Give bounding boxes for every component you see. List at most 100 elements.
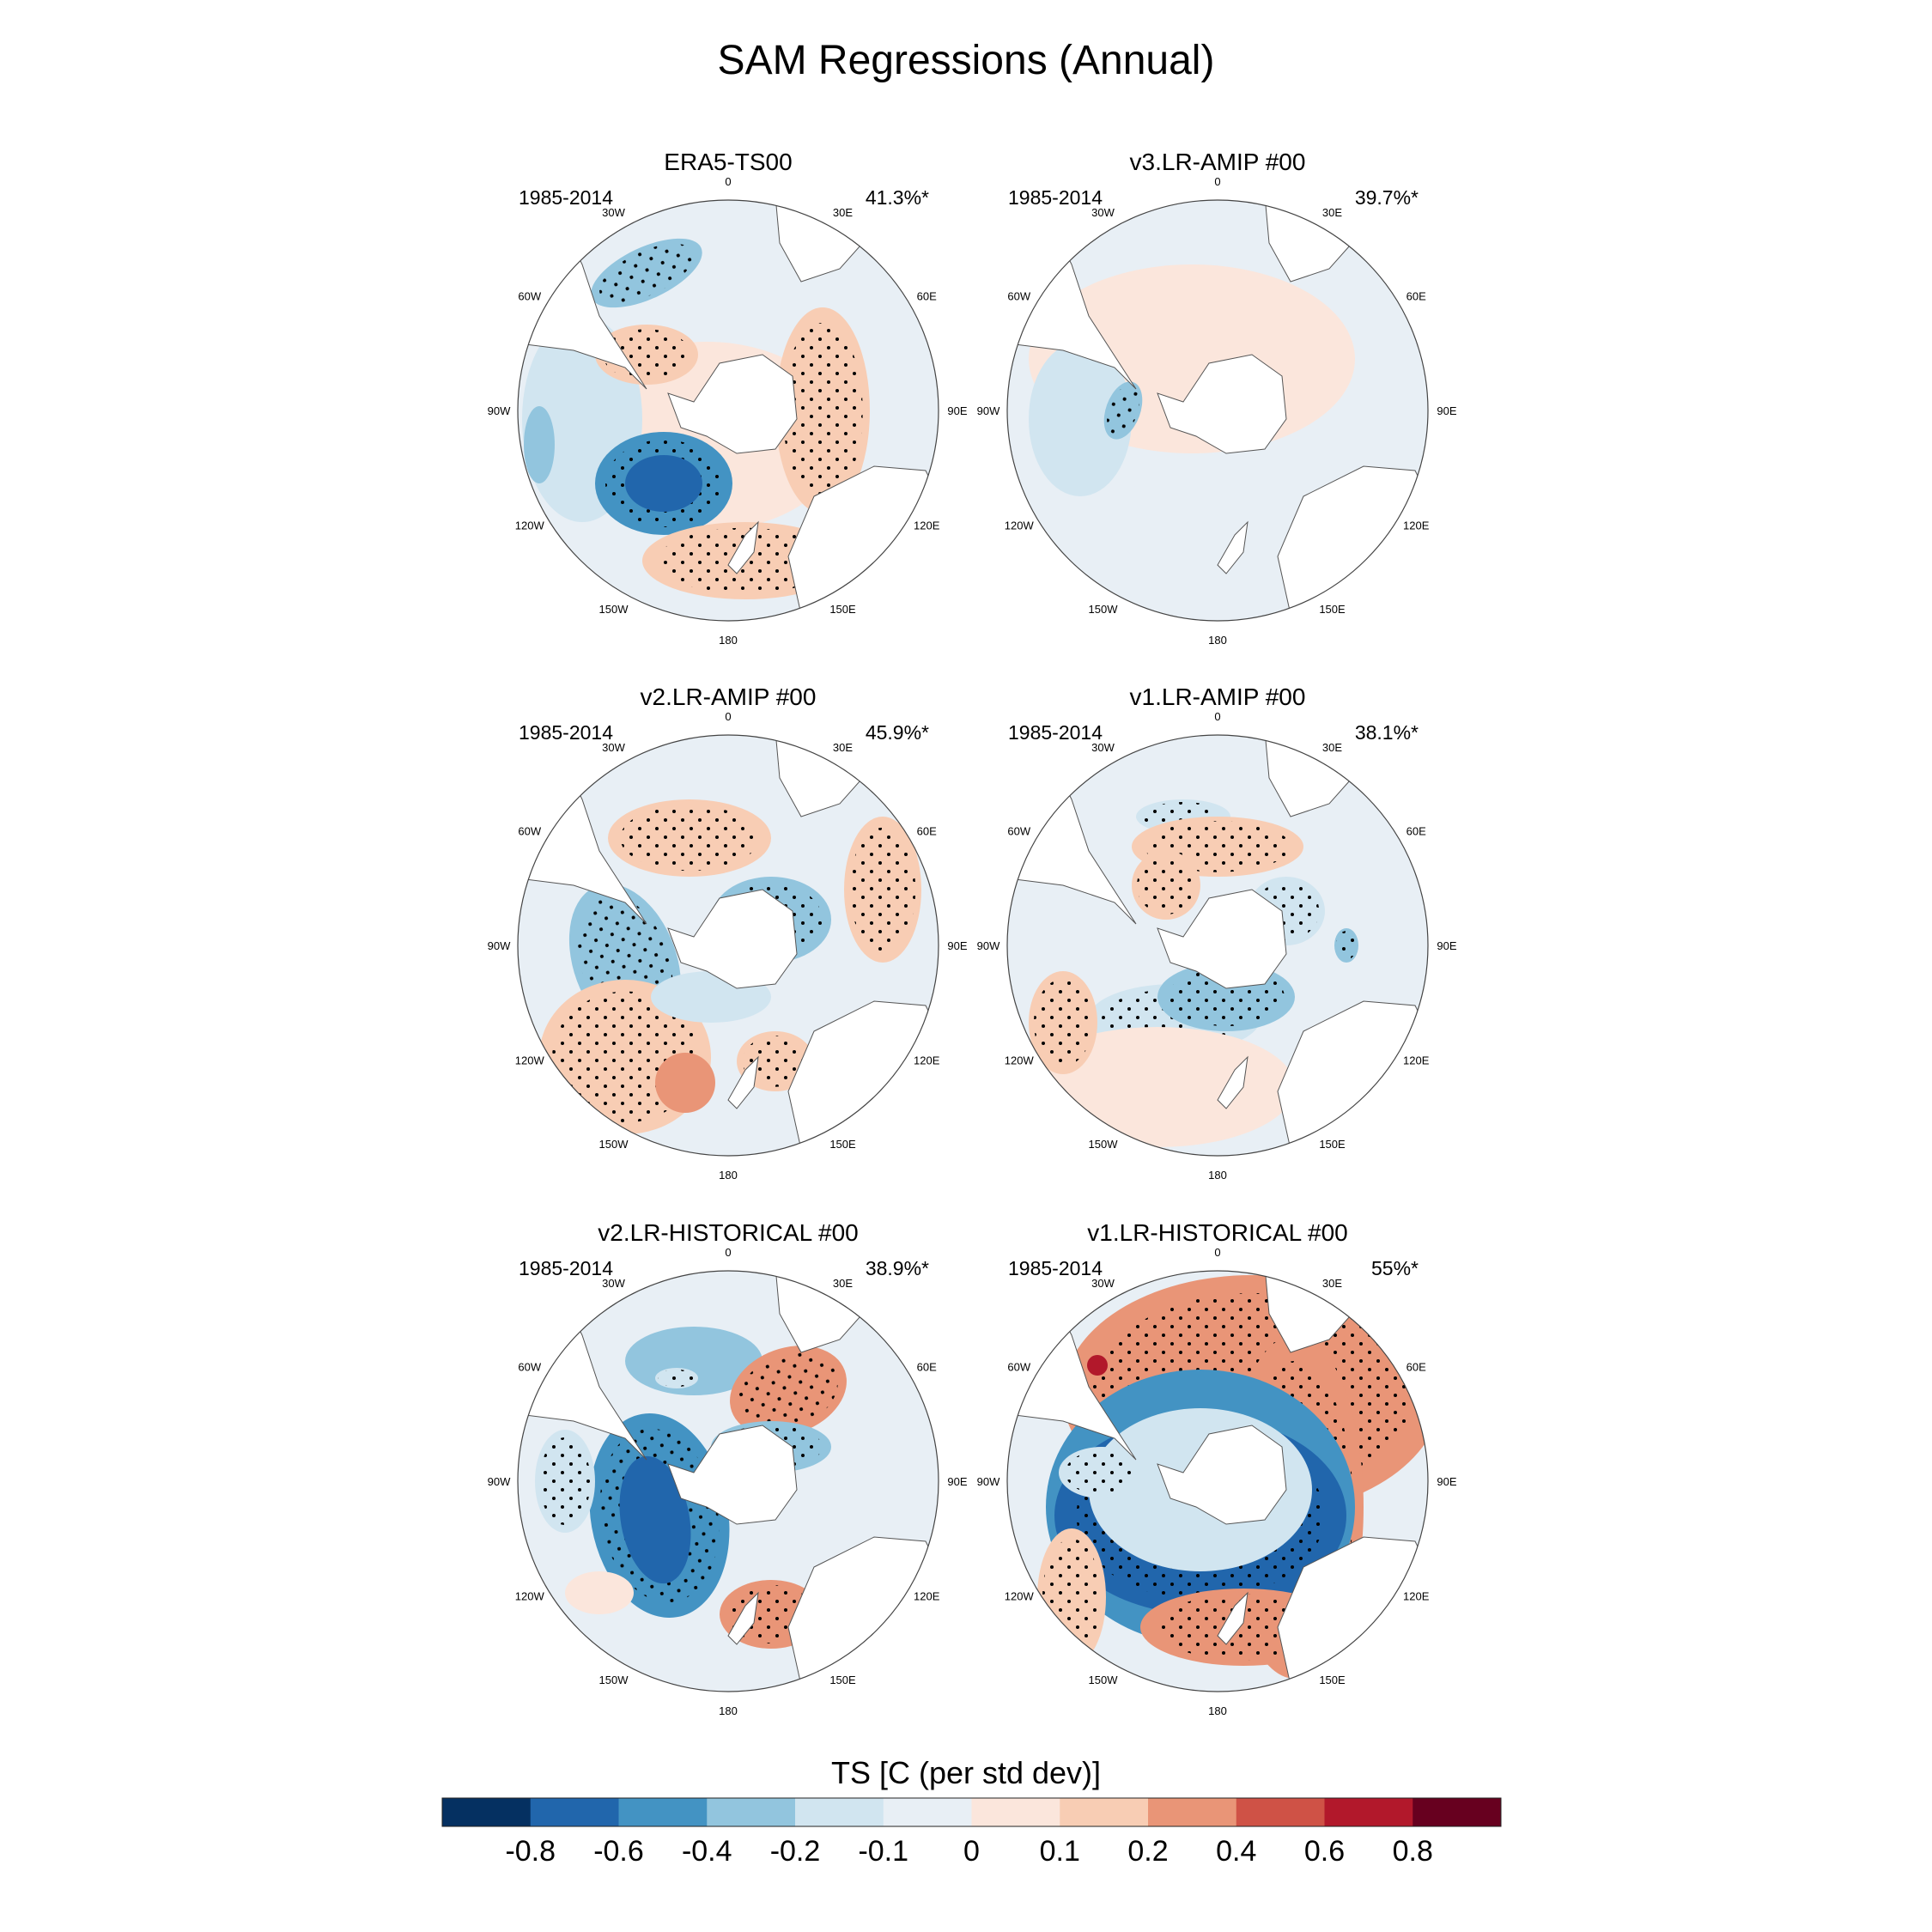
- longitude-label: 60E: [917, 1361, 937, 1374]
- colorbar-tick-label: 0.4: [1216, 1835, 1256, 1868]
- map-panels: ERA5-TS00 1985-2014 41.3%* 0 30E 60E 90E 120E 15…: [488, 149, 1457, 1717]
- longitude-label: 180: [719, 1704, 738, 1717]
- colorbar-tick-label: -0.4: [682, 1835, 732, 1868]
- new-zealand-landmass: [1217, 1055, 1249, 1109]
- colorbar-swatch: [1413, 1798, 1502, 1826]
- longitude-label: 150W: [1089, 603, 1119, 616]
- map-panel: v3.LR-AMIP #00 1985-2014 39.7%* 0 30E 60E 90E 1…: [977, 149, 1457, 647]
- antarctica-landmass: [1157, 354, 1287, 454]
- colorbar-swatch: [707, 1798, 796, 1826]
- longitude-label: 120W: [515, 519, 545, 532]
- antarctica-landmass: [1157, 1425, 1287, 1525]
- longitude-label: 30W: [602, 206, 625, 219]
- longitude-label: 60W: [518, 290, 541, 303]
- map-field: [1007, 1271, 1428, 1692]
- longitude-label: 120W: [515, 1054, 545, 1067]
- longitude-label: 60W: [518, 1361, 541, 1374]
- longitude-label: 30W: [1091, 206, 1115, 219]
- map-outline: [517, 199, 939, 622]
- longitude-label: 180: [719, 1169, 738, 1182]
- panel-variance: 39.7%*: [1355, 186, 1419, 209]
- longitude-label: 60E: [1406, 290, 1426, 303]
- longitude-label: 90W: [977, 939, 1000, 952]
- longitude-label: 0: [725, 1246, 731, 1259]
- panel-period: 1985-2014: [1008, 721, 1103, 744]
- panel-period: 1985-2014: [1008, 1257, 1103, 1279]
- colorbar-frame: [441, 1797, 1502, 1827]
- panel-variance: 41.3%*: [866, 186, 929, 209]
- anomaly-region: [1029, 342, 1132, 496]
- longitude-label: 60W: [1007, 290, 1030, 303]
- longitude-label: 150E: [1319, 603, 1346, 616]
- panel-title: v2.LR-HISTORICAL #00: [598, 1219, 858, 1246]
- panel-title: ERA5-TS00: [664, 149, 792, 175]
- new-zealand-landmass: [727, 520, 759, 574]
- panel-title: v3.LR-AMIP #00: [1130, 149, 1306, 175]
- panel-title: v1.LR-AMIP #00: [1130, 683, 1306, 710]
- significance-stipple: [1042, 1539, 1101, 1656]
- significance-stipple: [599, 243, 694, 303]
- longitude-label: 90E: [947, 1475, 967, 1488]
- anomaly-region: [524, 406, 555, 483]
- longitude-label: 180: [1208, 1169, 1227, 1182]
- longitude-label: 60E: [1406, 1361, 1426, 1374]
- new-zealand-landmass: [1217, 520, 1249, 574]
- colorbar-tick-label: 0.1: [1040, 1835, 1080, 1868]
- significance-stipple: [620, 805, 759, 872]
- colorbar-tick-label: -0.1: [858, 1835, 908, 1868]
- longitude-label: 90W: [488, 1475, 511, 1488]
- map-outline: [517, 734, 939, 1157]
- longitude-label: 180: [1208, 634, 1227, 647]
- anomaly-region: [655, 1053, 715, 1113]
- map-outline: [1006, 1270, 1429, 1692]
- colorbar-swatch: [530, 1798, 619, 1826]
- new-zealand-landmass: [727, 1055, 759, 1109]
- longitude-label: 60W: [518, 825, 541, 838]
- map-field: [518, 200, 939, 621]
- longitude-label: 90E: [1437, 404, 1456, 417]
- longitude-label: 120W: [1005, 519, 1035, 532]
- longitude-label: 90E: [1437, 1475, 1456, 1488]
- anomaly-region: [619, 1455, 691, 1584]
- colorbar-tick-label: 0.8: [1393, 1835, 1433, 1868]
- longitude-label: 150E: [829, 1674, 856, 1686]
- longitude-label: 150W: [599, 1138, 629, 1151]
- figure-title: SAM Regressions (Annual): [718, 38, 1215, 83]
- map-field: [1007, 735, 1428, 1156]
- map-panel: v1.LR-AMIP #00 1985-2014 38.1%* 0 30E 60E 90E 1…: [977, 683, 1457, 1182]
- antarctica-landmass: [667, 354, 798, 454]
- colorbar-tick-label: -0.6: [593, 1835, 644, 1868]
- map-panel: ERA5-TS00 1985-2014 41.3%* 0 30E 60E 90E 120E 15…: [488, 149, 968, 647]
- longitude-label: 90E: [1437, 939, 1456, 952]
- map-field: [1007, 200, 1428, 621]
- panel-period: 1985-2014: [519, 721, 613, 744]
- significance-stipple: [1137, 856, 1195, 914]
- longitude-label: 90W: [977, 1475, 1000, 1488]
- colorbar-swatch: [1236, 1798, 1325, 1826]
- antarctica-landmass: [667, 1425, 798, 1525]
- longitude-label: 60E: [917, 825, 937, 838]
- map-field: [518, 735, 939, 1156]
- longitude-label: 30W: [1091, 741, 1115, 754]
- new-zealand-landmass: [1217, 1591, 1249, 1645]
- significance-stipple: [742, 1036, 809, 1087]
- longitude-label: 90E: [947, 939, 967, 952]
- significance-stipple: [849, 827, 916, 952]
- colorbar-swatch: [883, 1798, 972, 1826]
- longitude-label: 30E: [1322, 741, 1342, 754]
- colorbar-swatch: [1060, 1798, 1149, 1826]
- longitude-label: 120E: [914, 1054, 940, 1067]
- colorbar-swatch: [1148, 1798, 1237, 1826]
- longitude-label: 150W: [1089, 1674, 1119, 1686]
- longitude-label: 30E: [833, 741, 853, 754]
- longitude-label: 150E: [829, 603, 856, 616]
- longitude-label: 90E: [947, 404, 967, 417]
- longitude-label: 30W: [1091, 1277, 1115, 1290]
- colorbar-tick-label: 0.2: [1127, 1835, 1168, 1868]
- significance-stipple: [539, 1437, 591, 1525]
- significance-stipple: [782, 323, 863, 498]
- significance-stipple: [1336, 931, 1357, 960]
- colorbar-tick-label: 0: [963, 1835, 980, 1868]
- anomaly-region: [625, 455, 702, 512]
